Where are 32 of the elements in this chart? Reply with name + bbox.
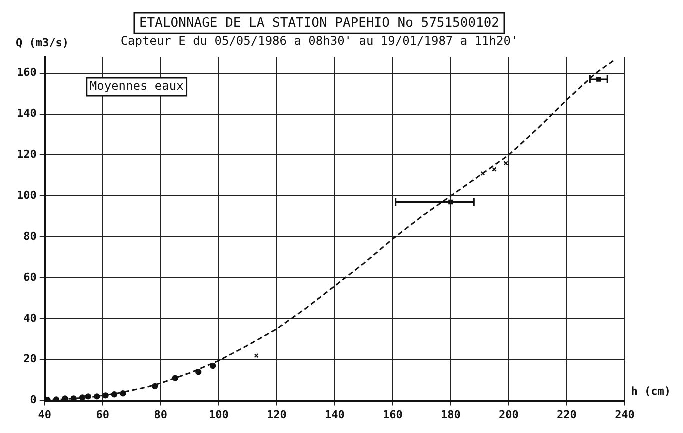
y-tick-label: 120 — [16, 148, 37, 162]
point — [480, 171, 486, 176]
x-tick-label: 140 — [324, 408, 345, 422]
point — [210, 362, 216, 370]
point — [152, 383, 158, 390]
y-tick-label: 60 — [24, 270, 37, 284]
y-tick-label: 140 — [16, 107, 37, 120]
y-tick-label: 0 — [30, 394, 37, 407]
x-tick-label: 240 — [615, 408, 635, 422]
point — [492, 167, 497, 172]
y-axis-title: Q (m3/s) — [16, 36, 69, 50]
y-tick-label: 20 — [24, 352, 37, 366]
annotation: Moyennes eaux — [90, 79, 184, 94]
y-tick-label: 100 — [16, 189, 37, 202]
x-tick-label: 200 — [499, 408, 519, 422]
x-tick-label: 80 — [154, 408, 168, 422]
point — [504, 161, 508, 166]
point — [196, 369, 202, 376]
x-tick-label: 100 — [208, 408, 229, 422]
x-tick-label: 40 — [38, 408, 52, 422]
x-tick-label: 120 — [266, 408, 287, 422]
y-tick-label: 80 — [24, 230, 37, 243]
chart-subtitle: Capteur E du 05/05/1986 a 08h30' au 19/01/1987 a 11h20' — [120, 34, 518, 48]
y-tick-label: 160 — [16, 66, 37, 80]
point — [254, 353, 259, 358]
x-tick-label: 220 — [557, 408, 577, 422]
x-tick-label: 60 — [96, 408, 110, 422]
x-tick-label: 180 — [441, 408, 461, 422]
chart-title: ETALONNAGE DE LA STATION PAPEHIO No 5751500102 — [139, 16, 500, 32]
x-axis-title: h (cm) — [631, 385, 671, 398]
x-tick-label: 160 — [383, 408, 403, 422]
y-tick-label: 40 — [24, 312, 37, 325]
